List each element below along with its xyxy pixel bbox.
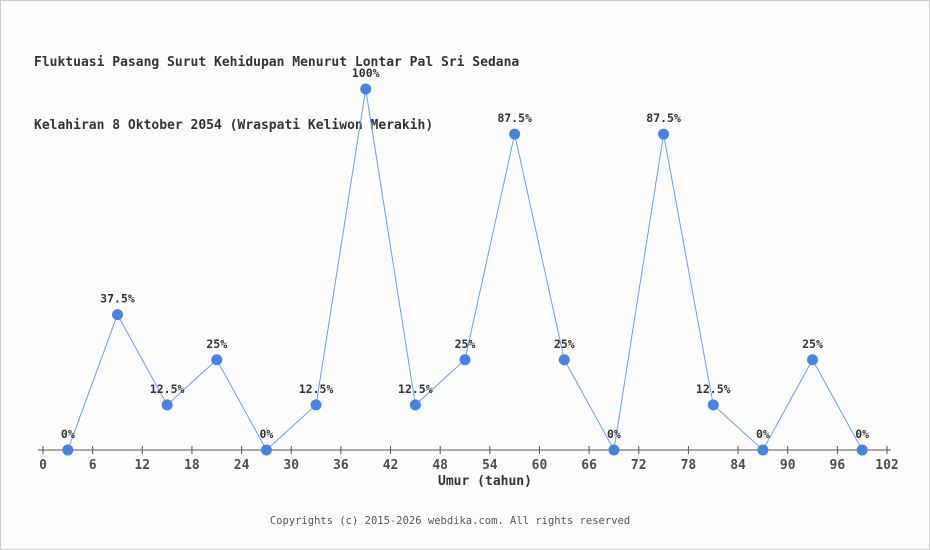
data-point-label: 25% xyxy=(455,337,476,351)
x-tick-label: 30 xyxy=(283,458,299,473)
x-tick-label: 72 xyxy=(631,458,647,473)
data-point-label: 0% xyxy=(259,427,273,441)
data-point xyxy=(62,444,74,456)
data-point xyxy=(111,309,123,321)
x-tick-label: 54 xyxy=(482,458,498,473)
data-point-label: 37.5% xyxy=(100,292,135,306)
x-tick-label: 42 xyxy=(383,458,399,473)
data-point xyxy=(310,399,322,411)
data-point xyxy=(856,444,868,456)
series-line xyxy=(67,88,863,452)
data-point xyxy=(558,354,570,366)
x-tick-label: 48 xyxy=(432,458,448,473)
data-point xyxy=(260,444,272,456)
x-tick-label: 24 xyxy=(234,458,250,473)
data-point-label: 0% xyxy=(756,427,770,441)
data-point-label: 0% xyxy=(855,427,869,441)
x-axis-label: Umur (tahun) xyxy=(438,474,532,489)
data-point-label: 0% xyxy=(607,427,621,441)
x-tick-label: 90 xyxy=(780,458,796,473)
x-tick-label: 0 xyxy=(39,458,47,473)
x-tick-label: 60 xyxy=(532,458,548,473)
data-point-label: 12.5% xyxy=(299,382,334,396)
x-tick-label: 102 xyxy=(875,458,898,473)
data-point-label: 12.5% xyxy=(696,382,731,396)
data-point-label: 25% xyxy=(802,337,823,351)
data-point xyxy=(658,128,670,140)
data-point xyxy=(409,399,421,411)
x-tick-label: 96 xyxy=(830,458,846,473)
data-point xyxy=(509,128,521,140)
x-tick-label: 12 xyxy=(134,458,150,473)
data-point-label: 12.5% xyxy=(150,382,185,396)
x-tick-label: 18 xyxy=(184,458,200,473)
copyright-footer: Copyrights (c) 2015-2026 webdika.com. Al… xyxy=(269,515,631,527)
data-point xyxy=(161,399,173,411)
chart-title-line-1: Fluktuasi Pasang Surut Kehidupan Menurut… xyxy=(34,55,520,70)
data-point-label: 87.5% xyxy=(646,111,681,125)
data-point xyxy=(707,399,719,411)
x-tick-label: 6 xyxy=(89,458,97,473)
chart-title: Fluktuasi Pasang Surut Kehidupan Menurut… xyxy=(34,10,519,178)
data-point-label: 87.5% xyxy=(497,111,532,125)
data-point xyxy=(807,354,819,366)
chart-title-line-2: Kelahiran 8 Oktober 2054 (Wraspati Keliw… xyxy=(34,118,434,133)
x-tick-label: 36 xyxy=(333,458,349,473)
data-point xyxy=(459,354,471,366)
data-point-label: 25% xyxy=(554,337,575,351)
data-point xyxy=(360,83,372,95)
data-point xyxy=(608,444,620,456)
data-point-label: 0% xyxy=(61,427,75,441)
data-point-label: 12.5% xyxy=(398,382,433,396)
data-point-label: 25% xyxy=(206,337,227,351)
x-tick-label: 84 xyxy=(730,458,746,473)
x-tick-label: 78 xyxy=(681,458,697,473)
data-point xyxy=(211,354,223,366)
data-point-label: 100% xyxy=(352,66,380,80)
x-tick-label: 66 xyxy=(581,458,597,473)
data-point xyxy=(757,444,769,456)
